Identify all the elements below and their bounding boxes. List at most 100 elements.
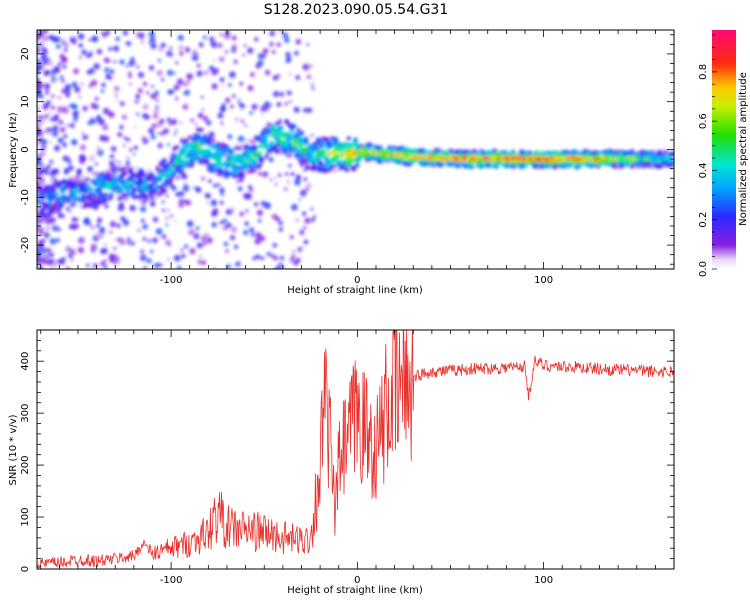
heatmap-ridge-cell	[108, 192, 113, 197]
heatmap-noise	[138, 32, 145, 39]
heatmap-ridge-cell	[320, 154, 324, 159]
heatmap-noise	[61, 78, 65, 83]
spectrogram-x-axis-label: Height of straight line (km)	[287, 285, 423, 296]
heatmap-ridge-cell	[302, 147, 309, 154]
heatmap-noise	[90, 248, 96, 253]
heatmap-noise	[125, 160, 131, 166]
heatmap-ridge-cell	[288, 140, 292, 144]
heatmap-noise	[50, 68, 57, 76]
heatmap-ridge-cell	[196, 127, 200, 132]
heatmap-noise	[95, 231, 103, 238]
heatmap-noise	[45, 165, 48, 169]
heatmap-noise	[295, 39, 302, 45]
heatmap-noise	[173, 132, 177, 136]
heatmap-noise	[135, 93, 141, 100]
heatmap-ridge-cell	[129, 183, 133, 188]
heatmap-noise	[312, 214, 316, 218]
heatmap-noise	[299, 189, 307, 197]
heatmap-noise	[247, 47, 254, 54]
heatmap-noise	[253, 202, 259, 207]
heatmap-noise	[68, 104, 72, 108]
spectrogram-y-tick-label: 10	[20, 95, 31, 108]
heatmap-ridge-cell	[320, 144, 324, 149]
heatmap-noise	[244, 221, 250, 226]
heatmap-ridge-cell	[198, 159, 204, 165]
heatmap-noise	[53, 145, 61, 152]
heatmap-ridge-cell	[325, 155, 329, 160]
heatmap-ridge-cell	[457, 162, 461, 166]
heatmap-ridge-cell	[248, 138, 255, 144]
heatmap-noise	[51, 35, 56, 40]
heatmap-ridge-cell	[71, 182, 77, 188]
heatmap-noise	[220, 106, 226, 112]
heatmap-ridge-cell	[250, 168, 256, 174]
heatmap-noise	[109, 230, 113, 234]
heatmap-noise	[46, 226, 50, 230]
heatmap-ridge-cell	[191, 137, 195, 142]
heatmap-ridge-cell	[462, 155, 467, 160]
heatmap-noise	[149, 249, 154, 254]
heatmap-noise	[194, 51, 199, 57]
heatmap-ridge-cell	[37, 199, 41, 203]
heatmap-noise	[279, 255, 285, 261]
heatmap-noise	[145, 114, 151, 120]
heatmap-ridge-cell	[222, 170, 227, 174]
heatmap-noise	[47, 164, 52, 169]
heatmap-noise	[269, 41, 274, 47]
heatmap-ridge-cell	[202, 134, 207, 139]
heatmap-ridge-cell	[61, 178, 66, 184]
heatmap-noise	[175, 60, 179, 65]
heatmap-noise	[230, 226, 238, 233]
heatmap-noise	[182, 184, 190, 192]
spectrogram-y-axis-label: Frequency (Hz)	[8, 112, 19, 188]
heatmap-ridge-cell	[326, 151, 332, 157]
heatmap-noise	[37, 168, 44, 175]
heatmap-noise	[303, 177, 308, 182]
heatmap-noise	[257, 171, 263, 176]
heatmap-ridge-cell	[323, 149, 328, 154]
heatmap-ridge-cell	[85, 171, 89, 175]
heatmap-noise	[295, 75, 301, 81]
heatmap-noise	[230, 104, 234, 109]
heatmap-noise	[65, 266, 70, 269]
heatmap-noise	[167, 89, 173, 95]
colorbar-tick-label: 0.8	[698, 64, 709, 80]
heatmap-ridge-cell	[368, 142, 373, 147]
heatmap-noise	[255, 232, 262, 239]
heatmap-ridge-cell	[353, 137, 358, 141]
heatmap-noise	[247, 85, 254, 92]
heatmap-ridge-cell	[245, 153, 252, 160]
heatmap-noise	[118, 161, 122, 165]
heatmap-noise	[103, 265, 108, 269]
heatmap-noise	[288, 100, 292, 104]
heatmap-noise	[276, 42, 281, 47]
heatmap-ridge-cell	[287, 153, 293, 159]
heatmap-ridge-cell	[261, 143, 266, 149]
heatmap-noise	[266, 251, 271, 256]
heatmap-noise	[231, 44, 238, 50]
heatmap-noise	[140, 218, 145, 223]
heatmap-noise	[227, 134, 233, 140]
heatmap-noise	[46, 84, 49, 88]
heatmap-noise	[125, 64, 129, 68]
heatmap-noise	[283, 37, 290, 44]
heatmap-noise	[290, 172, 295, 177]
heatmap-noise	[297, 247, 303, 252]
heatmap-ridge-cell	[305, 141, 309, 145]
heatmap-noise	[244, 138, 249, 143]
heatmap-noise	[62, 64, 67, 69]
heatmap-noise	[81, 49, 87, 55]
heatmap-noise	[202, 115, 209, 122]
heatmap-ridge-cell	[55, 191, 59, 195]
heatmap-ridge-cell	[299, 130, 305, 136]
heatmap-noise	[242, 229, 249, 236]
heatmap-ridge-cell	[118, 187, 123, 192]
heatmap-noise	[43, 130, 48, 134]
snr-x-tick-label: 100	[534, 575, 553, 586]
heatmap-noise	[207, 179, 212, 184]
heatmap-noise	[252, 256, 257, 261]
heatmap-ridge-cell	[219, 163, 224, 168]
heatmap-noise	[59, 127, 66, 133]
heatmap-ridge-cell	[123, 196, 129, 202]
heatmap-ridge-cell	[90, 187, 94, 191]
